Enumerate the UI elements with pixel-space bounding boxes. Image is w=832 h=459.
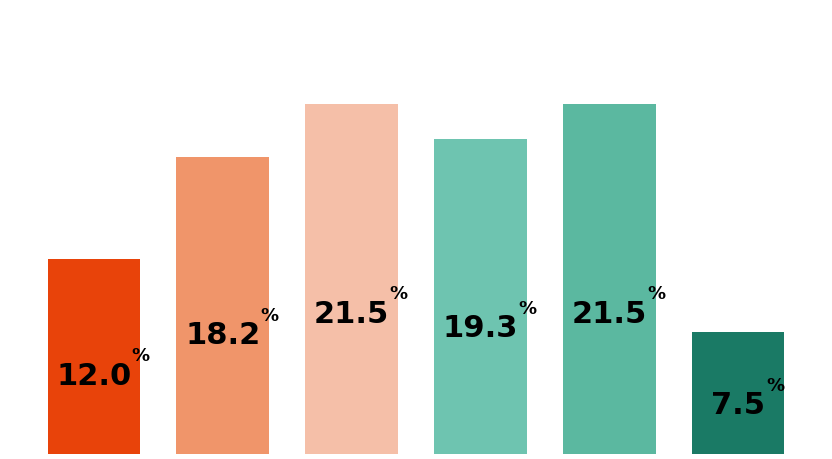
Text: 21.5: 21.5 [314,300,389,329]
Text: 19.3: 19.3 [443,314,518,343]
Text: %: % [647,285,666,303]
Bar [691,332,785,454]
Text: 12.0: 12.0 [57,362,131,391]
Text: %: % [389,285,408,303]
Bar [434,140,527,454]
Text: %: % [131,347,150,365]
Text: 7.5: 7.5 [711,391,765,420]
Bar [305,104,398,454]
Bar [176,157,269,454]
Text: 21.5: 21.5 [572,300,646,329]
Bar [563,104,656,454]
Text: %: % [518,300,537,318]
Bar [47,258,141,454]
Text: %: % [766,377,785,395]
Text: 18.2: 18.2 [186,321,260,350]
Text: %: % [260,307,279,325]
